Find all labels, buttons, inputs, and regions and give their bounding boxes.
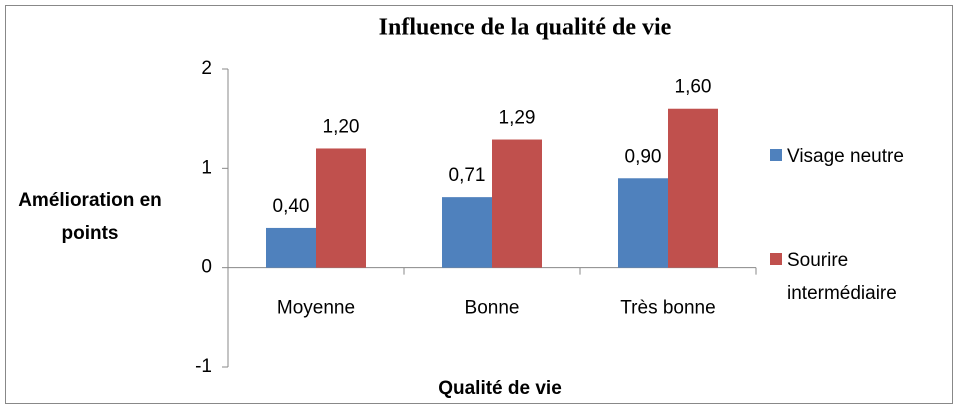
legend-label: Visage neutre xyxy=(787,146,904,167)
bar xyxy=(668,108,718,268)
x-tick-label: Bonne xyxy=(465,298,520,319)
value-label: 1,60 xyxy=(675,77,712,98)
y-tick-label: -1 xyxy=(195,356,212,377)
value-label: 1,20 xyxy=(323,116,360,137)
bar xyxy=(492,139,542,268)
bar xyxy=(266,227,316,268)
bar xyxy=(316,148,366,268)
value-label: 0,90 xyxy=(625,146,662,167)
y-tick-label: 0 xyxy=(201,257,212,278)
bar xyxy=(618,178,668,268)
chart-title: Influence de la qualité de vie xyxy=(379,15,672,41)
legend-swatch xyxy=(770,253,782,265)
y-tick-label: 1 xyxy=(201,157,212,178)
x-axis-label: Qualité de vie xyxy=(438,378,562,399)
legend-label: Sourire intermédiaire xyxy=(787,250,897,304)
value-label: 0,71 xyxy=(449,165,486,186)
y-axis-label: Amélioration en points xyxy=(18,190,162,244)
bar xyxy=(442,197,492,268)
x-tick-label: Moyenne xyxy=(277,298,355,319)
x-tick-label: Très bonne xyxy=(620,298,715,319)
value-label: 1,29 xyxy=(499,108,536,129)
chart-border xyxy=(5,5,953,404)
y-tick-label: 2 xyxy=(201,58,212,79)
value-label: 0,40 xyxy=(273,196,310,217)
legend-swatch xyxy=(770,149,782,161)
